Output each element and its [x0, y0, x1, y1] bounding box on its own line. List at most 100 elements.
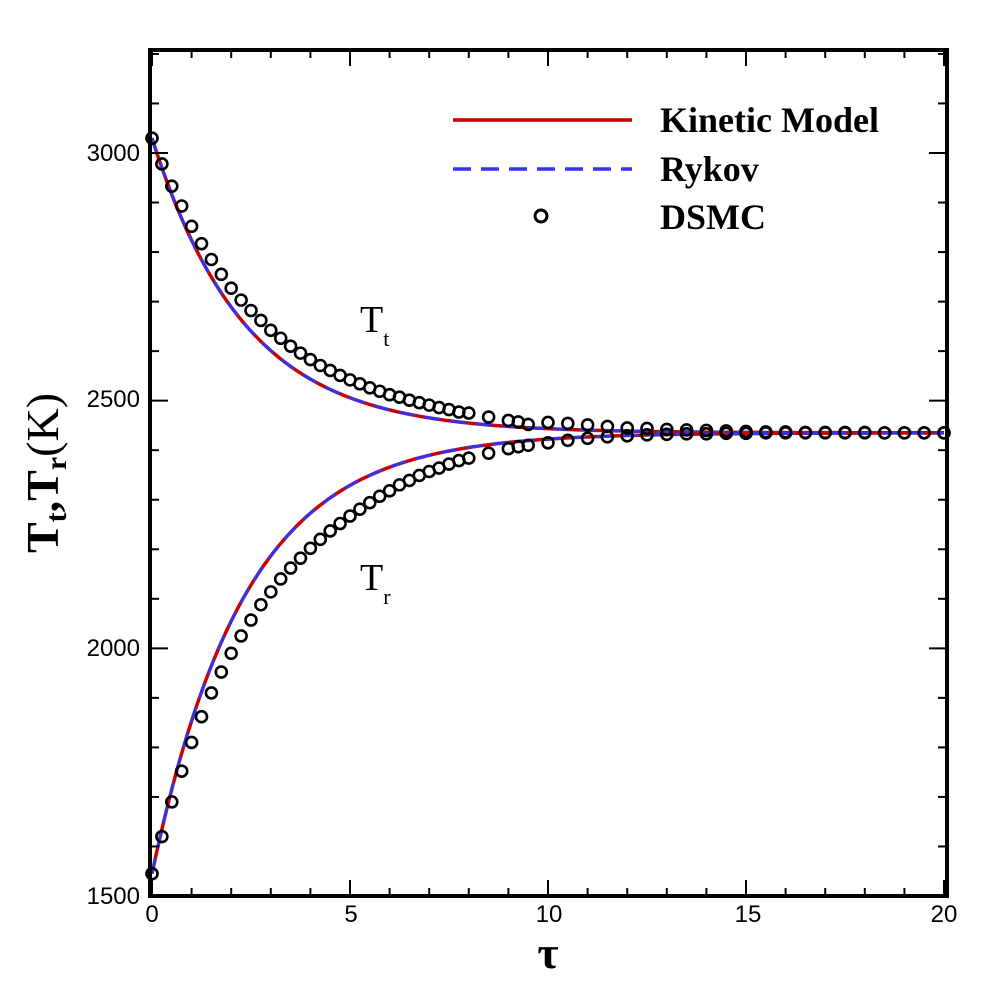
dsmc-point-tr	[481, 446, 496, 460]
dsmc-point-tt	[303, 352, 318, 367]
dsmc-point-tt	[580, 418, 595, 432]
x-tick-label: 15	[735, 901, 762, 928]
dsmc-point-tr	[818, 426, 833, 440]
dsmc-point-tr	[372, 489, 387, 504]
dsmc-point-tt	[560, 416, 575, 431]
dsmc-point-tr	[353, 502, 367, 516]
rykov-line-tt	[150, 137, 944, 435]
dsmc-point-tr	[719, 426, 734, 441]
y-axis-label-main-2: T	[17, 470, 68, 501]
y-tick-label: 1500	[87, 883, 140, 910]
legend-dsmc-label: DSMC	[660, 197, 766, 237]
y-axis-label-main: T	[17, 522, 68, 553]
x-axis-label: τ	[537, 927, 558, 978]
dsmc-point-tt	[234, 293, 248, 307]
dsmc-point-tr	[699, 427, 714, 441]
x-tick-labels: 0 5 10 15 20	[145, 901, 957, 928]
dsmc-point-tt	[174, 199, 189, 213]
annotation-tr: Tr	[360, 557, 391, 609]
y-tick-label: 2000	[87, 635, 140, 662]
dsmc-point-tr	[382, 484, 397, 498]
dsmc-point-tr	[560, 433, 575, 448]
dsmc-point-tt	[204, 252, 219, 267]
x-tick-label: 0	[145, 901, 158, 928]
dsmc-point-tt	[254, 313, 268, 328]
dsmc-point-tr	[194, 709, 209, 724]
y-axis-label-sub-r: r	[40, 457, 73, 470]
dsmc-point-tr	[739, 426, 753, 441]
legend-kinetic-label: Kinetic Model	[660, 100, 879, 140]
dsmc-point-tr	[541, 435, 555, 450]
y-axis-label-unit: (K)	[17, 393, 68, 457]
dsmc-point-tt	[214, 267, 229, 282]
dsmc-point-tr	[293, 551, 308, 565]
y-axis-label-sub-t: t	[40, 512, 73, 522]
annotation-tr-sub: r	[383, 584, 391, 609]
dsmc-point-tt	[155, 157, 169, 171]
dsmc-point-tt	[194, 236, 209, 251]
y-tick-label: 3000	[87, 140, 140, 167]
dsmc-point-tr	[640, 428, 654, 442]
annotation-tt-sub: t	[383, 326, 389, 351]
dsmc-point-tr	[273, 572, 288, 586]
dsmc-point-tr	[937, 426, 951, 440]
dsmc-point-tr	[333, 516, 347, 531]
dsmc-point-tt	[640, 421, 654, 436]
dsmc-point-tr	[224, 646, 238, 661]
dsmc-point-tr	[174, 764, 189, 778]
dsmc-point-tr	[204, 686, 219, 700]
annotation-tt: Tt	[360, 299, 389, 351]
legend-rykov-label: Rykov	[660, 149, 759, 189]
dsmc-point-tr	[343, 509, 357, 523]
dsmc-point-tt	[481, 410, 496, 424]
dsmc-point-tr	[155, 829, 169, 844]
dsmc-point-tr	[234, 629, 248, 643]
dsmc-point-tt	[283, 339, 298, 353]
dsmc-point-tr	[877, 426, 892, 440]
dsmc-point-tr	[758, 426, 773, 440]
kinetic-model-line-tr	[150, 431, 945, 875]
plot-frame	[148, 48, 949, 898]
dsmc-point-tt	[184, 219, 199, 234]
kinetic-model-line-tt	[150, 137, 944, 435]
dsmc-point-tr	[620, 429, 635, 443]
dsmc-point-tr	[313, 532, 328, 547]
dsmc-point-tr	[362, 495, 377, 510]
rykov-line-tr	[150, 431, 945, 875]
dsmc-point-tr	[600, 430, 615, 444]
annotation-tt-main: T	[360, 299, 383, 341]
dsmc-point-tr	[263, 585, 278, 599]
dsmc-point-tr	[897, 426, 912, 440]
y-tick-label: 2500	[87, 386, 140, 413]
legend-dsmc-swatch	[533, 208, 549, 224]
dsmc-point-tt	[263, 323, 278, 338]
dsmc-point-tr	[303, 541, 318, 556]
dsmc-point-tr	[165, 795, 179, 809]
dsmc-point-tt	[224, 281, 238, 296]
dsmc-point-tt	[541, 415, 555, 430]
x-tick-label: 5	[344, 901, 357, 928]
annotation-tr-main: T	[360, 557, 383, 599]
dsmc-point-tr	[798, 426, 813, 440]
dsmc-point-tt	[165, 179, 179, 193]
dsmc-point-tr	[461, 451, 476, 465]
dsmc-point-tr	[838, 426, 852, 440]
axis-ticks	[150, 50, 947, 897]
dsmc-point-tr	[323, 524, 338, 538]
dsmc-point-tr	[917, 426, 932, 440]
dsmc-point-tr	[857, 426, 872, 440]
dsmc-point-tt	[659, 422, 674, 437]
y-axis-label-comma: ,	[17, 501, 68, 513]
dsmc-point-tt	[521, 417, 536, 432]
dsmc-point-tr	[254, 597, 268, 612]
dsmc-point-tt	[244, 303, 258, 318]
dsmc-point-tt	[293, 346, 308, 360]
x-tick-label: 20	[931, 901, 958, 928]
dsmc-point-tr	[521, 438, 536, 453]
dsmc-point-tr	[659, 427, 674, 442]
dsmc-point-tt	[273, 331, 288, 346]
dsmc-point-tr	[244, 613, 258, 627]
dsmc-point-tt	[461, 406, 476, 420]
dsmc-point-tt	[620, 421, 635, 435]
